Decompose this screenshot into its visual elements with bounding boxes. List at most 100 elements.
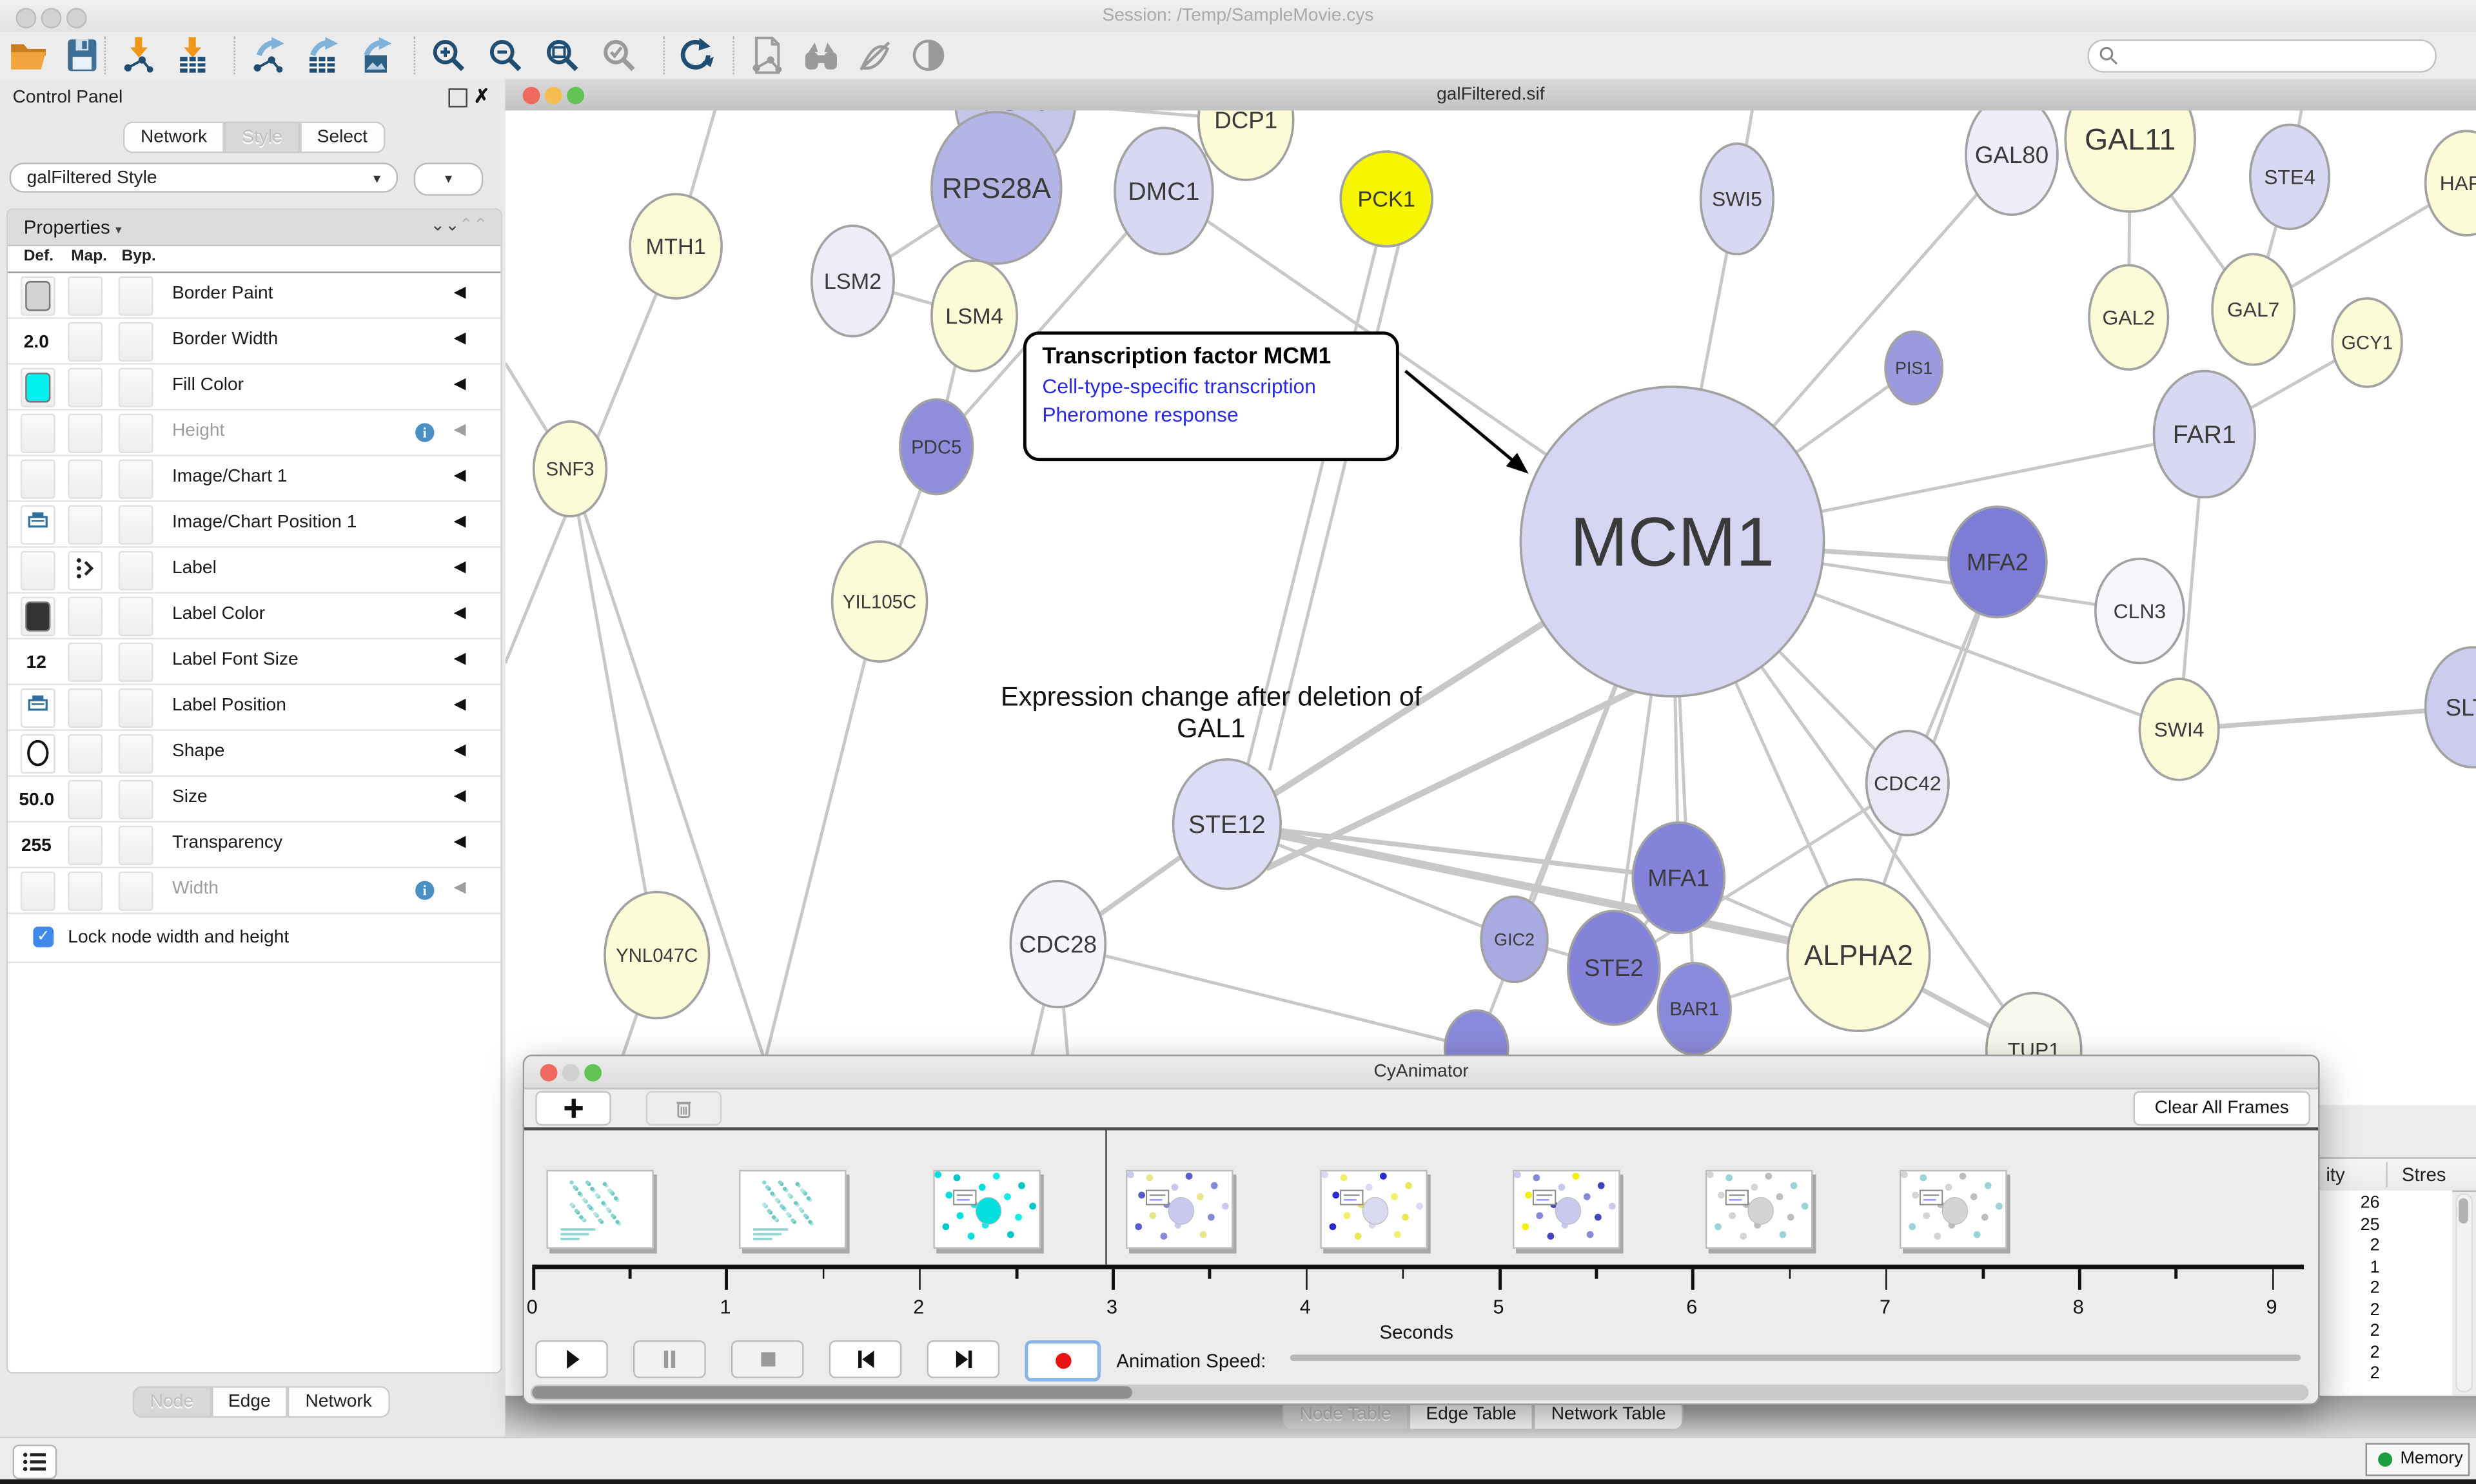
tab-style[interactable]: Style [224, 121, 300, 153]
node-GAL2[interactable] [2088, 264, 2170, 371]
node-CDC28[interactable] [1009, 879, 1107, 1009]
zoom-out-icon[interactable] [486, 36, 524, 74]
mapping-cell[interactable] [68, 642, 103, 682]
mapping-cell[interactable] [68, 459, 103, 499]
expand-property-icon[interactable]: ◀ [453, 329, 466, 347]
export-table-icon[interactable] [303, 36, 341, 74]
play-button[interactable] [535, 1340, 608, 1378]
expand-property-icon[interactable]: ◀ [453, 788, 466, 805]
collapse-all-icon[interactable]: ⌄⌄ [430, 216, 460, 235]
default-value-cell[interactable] [20, 505, 55, 545]
table-column-header[interactable]: ity [2326, 1163, 2345, 1186]
close-window-icon[interactable] [540, 1064, 558, 1082]
mapping-cell[interactable] [68, 413, 103, 453]
search-field[interactable] [2087, 39, 2437, 73]
default-value-cell[interactable] [20, 276, 55, 316]
stop-button[interactable] [731, 1340, 804, 1378]
expand-property-icon[interactable]: ◀ [453, 421, 466, 439]
node-GCY1[interactable] [2331, 297, 2403, 388]
tab-network[interactable]: Network [123, 121, 225, 153]
default-value-cell[interactable] [20, 551, 55, 591]
node-YNL047C[interactable] [604, 890, 711, 1020]
default-value-cell[interactable] [20, 734, 55, 774]
mapping-cell[interactable] [68, 734, 103, 774]
refresh-icon[interactable] [676, 36, 714, 74]
default-value-cell[interactable]: 2.0 [21, 322, 52, 358]
expand-property-icon[interactable]: ◀ [453, 742, 466, 759]
lock-size-checkbox[interactable]: ✓ [33, 926, 54, 948]
network-file-icon[interactable] [749, 36, 787, 74]
bypass-cell[interactable] [118, 413, 153, 453]
pause-button[interactable] [633, 1340, 706, 1378]
tab-select[interactable]: Select [299, 121, 385, 153]
mapping-cell[interactable] [68, 367, 103, 407]
node-PIS1[interactable] [1884, 330, 1944, 405]
column-divider[interactable] [2386, 1162, 2388, 1187]
node-STE2[interactable] [1567, 910, 1661, 1026]
record-button[interactable] [1025, 1340, 1101, 1381]
expand-property-icon[interactable]: ◀ [453, 879, 466, 897]
node-HAP2[interactable] [2424, 130, 2476, 237]
bypass-cell[interactable] [118, 825, 153, 866]
show-details-icon[interactable] [910, 36, 948, 74]
minimize-window-icon[interactable] [562, 1064, 580, 1082]
frame-thumbnail-5[interactable] [1513, 1169, 1620, 1249]
bypass-cell[interactable] [118, 688, 153, 728]
node-STE12[interactable] [1172, 758, 1282, 890]
bypass-cell[interactable] [118, 322, 153, 362]
float-panel-icon[interactable] [448, 88, 467, 108]
frame-thumbnail-7[interactable] [1899, 1169, 2007, 1249]
frame-thumbnail-1[interactable] [740, 1169, 847, 1249]
node-SWI5[interactable] [1699, 142, 1775, 256]
table-scrollbar[interactable] [2455, 1193, 2473, 1392]
save-icon[interactable] [63, 36, 101, 74]
mapping-cell[interactable] [68, 596, 103, 636]
bypass-cell[interactable] [118, 734, 153, 774]
default-value-cell[interactable] [20, 413, 55, 453]
skip-start-button[interactable] [829, 1340, 902, 1378]
import-network-icon[interactable] [120, 36, 158, 74]
add-frame-button[interactable] [535, 1091, 611, 1126]
minimize-window-icon[interactable] [41, 8, 62, 29]
bypass-cell[interactable] [118, 596, 153, 636]
node-CDC42[interactable] [1865, 730, 1950, 837]
bypass-cell[interactable] [118, 551, 153, 591]
table-column-header[interactable]: Stres [2401, 1163, 2446, 1186]
caption-annotation[interactable]: Expression change after deletion of GAL1 [1001, 681, 1422, 744]
node-MCM1[interactable] [1519, 386, 1825, 698]
scrollbar-thumb[interactable] [2459, 1198, 2468, 1224]
bypass-cell[interactable] [118, 367, 153, 407]
bypass-cell[interactable] [118, 459, 153, 499]
export-image-icon[interactable] [357, 36, 395, 74]
expand-all-icon[interactable]: ⌃⌃ [458, 216, 488, 235]
timeline-ruler[interactable]: 0 1 2 3 4 5 6 7 8 9 Seconds [524, 1262, 2318, 1343]
frame-thumbnail-4[interactable] [1319, 1169, 1427, 1249]
node-GAL80[interactable] [1965, 110, 2059, 216]
info-icon[interactable]: i [415, 881, 435, 900]
node-ALPHA2[interactable] [1786, 878, 1931, 1033]
node-DMC1[interactable] [1114, 126, 1214, 256]
mapping-cell[interactable] [68, 276, 103, 316]
timeline-playhead[interactable] [1105, 1130, 1107, 1265]
close-window-icon[interactable] [15, 8, 37, 29]
memory-button[interactable]: Memory [2365, 1443, 2470, 1476]
frame-thumbnail-3[interactable] [1126, 1169, 1234, 1249]
search-input[interactable] [2123, 43, 2430, 70]
default-value-cell[interactable] [20, 367, 55, 407]
style-options-button[interactable]: ▾ [413, 162, 484, 196]
zoom-selected-icon[interactable] [600, 36, 638, 74]
show-panels-button[interactable] [12, 1444, 57, 1479]
expand-property-icon[interactable]: ◀ [453, 834, 466, 851]
expand-property-icon[interactable]: ◀ [453, 513, 466, 531]
node-CLN3[interactable] [2094, 558, 2185, 665]
tab-node[interactable]: Node [132, 1386, 211, 1418]
expand-property-icon[interactable]: ◀ [453, 467, 466, 485]
maximize-window-icon[interactable] [66, 8, 87, 29]
tab-network[interactable]: Network [288, 1386, 389, 1418]
default-value-cell[interactable] [20, 871, 55, 912]
bypass-cell[interactable] [118, 871, 153, 912]
default-value-cell[interactable] [20, 459, 55, 499]
node-SLT2[interactable] [2424, 646, 2476, 769]
mapping-cell[interactable] [68, 779, 103, 820]
frame-thumbnail-0[interactable] [546, 1169, 654, 1249]
